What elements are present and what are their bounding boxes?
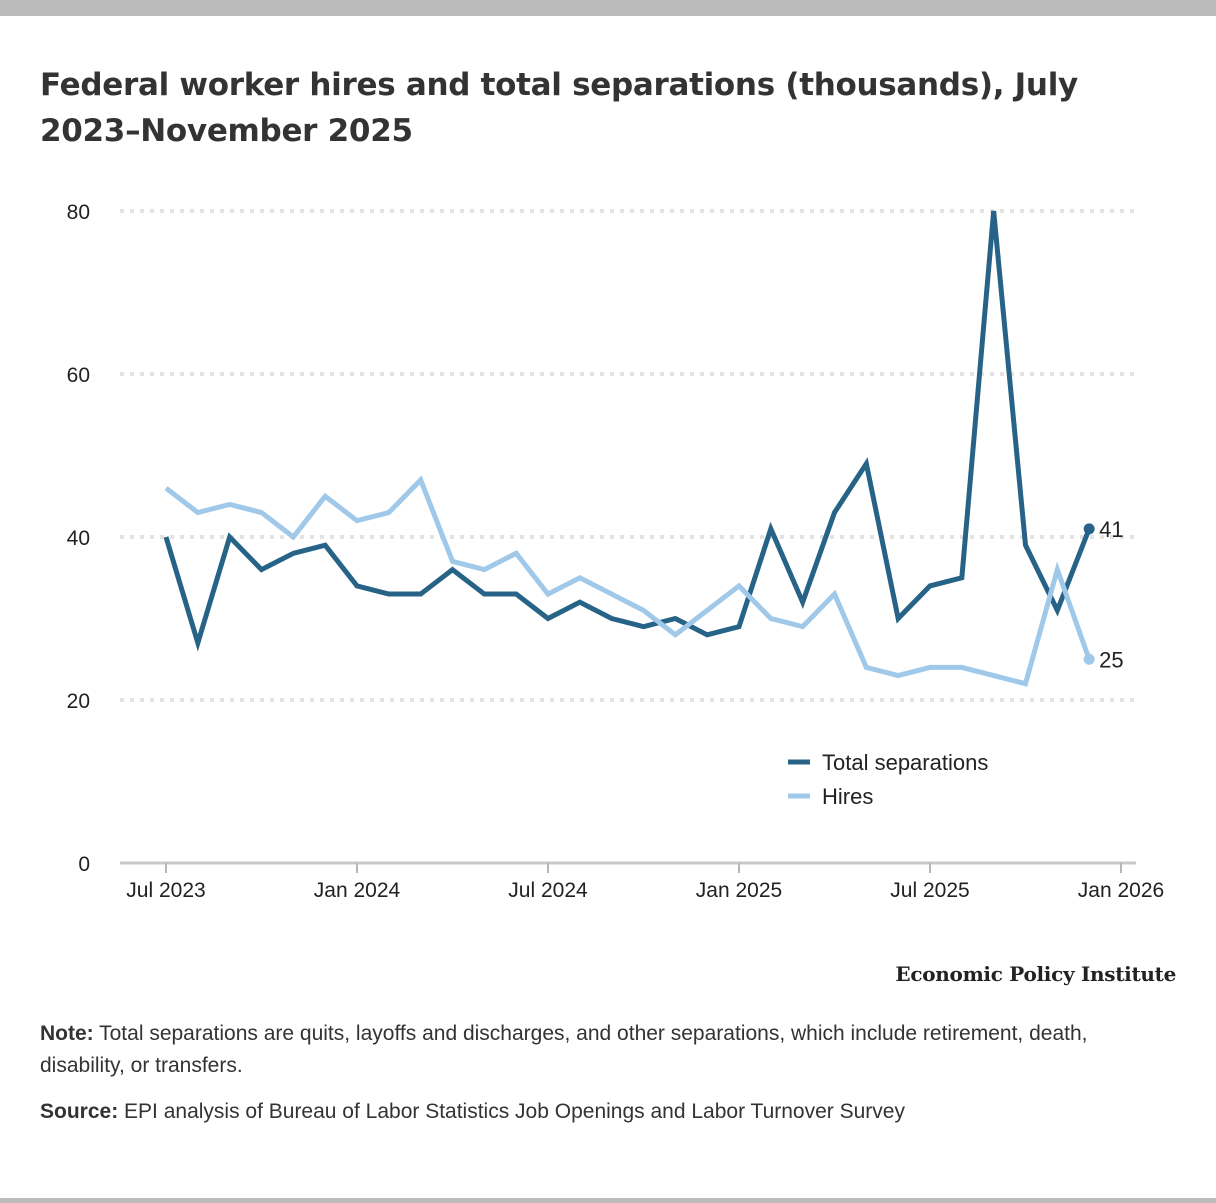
bottom-border [0, 1198, 1216, 1203]
note-lead: Note: [40, 1022, 94, 1045]
hires-end-marker [1083, 653, 1095, 665]
x-tick-label: Jul 2025 [890, 879, 969, 902]
x-tick-label: Jul 2024 [508, 879, 588, 902]
line-chart: 0 20 40 60 80 Jul 2023 Jan 2024 Jul 2024 Jan 20… [67, 201, 1165, 902]
x-tick-label: Jan 2026 [1078, 879, 1164, 902]
y-axis: 0 20 40 60 80 [67, 201, 90, 876]
brand-logo: Economic Policy Institute [895, 962, 1176, 986]
top-border [0, 0, 1216, 16]
y-tick-label: 60 [67, 364, 90, 387]
x-axis: Jul 2023 Jan 2024 Jul 2024 Jan 2025 Jul 2025… [120, 861, 1164, 902]
hires-line [164, 475, 1092, 687]
x-tick-label: Jan 2024 [314, 879, 401, 902]
source-text: EPI analysis of Bureau of Labor Statisti… [118, 1100, 905, 1123]
y-tick-label: 80 [67, 201, 90, 224]
legend-label-hires: Hires [822, 784, 873, 809]
gridlines [120, 209, 1136, 702]
legend: Total separations Hires [788, 750, 988, 809]
source: Source: EPI analysis of Bureau of Labor … [40, 1096, 1160, 1128]
total-separations-end-marker [1083, 523, 1095, 535]
source-lead: Source: [40, 1100, 119, 1123]
y-tick-label: 0 [78, 853, 90, 876]
note-text: Total separations are quits, layoffs and… [40, 1022, 1088, 1077]
chart-title: Federal worker hires and total separatio… [40, 67, 1078, 149]
series-lines: 41 25 [163, 210, 1124, 687]
total-separations-end-label: 41 [1099, 517, 1123, 542]
note: Note: Total separations are quits, layof… [40, 1018, 1160, 1082]
x-tick-label: Jan 2025 [696, 879, 782, 902]
x-tick-label: Jul 2023 [126, 879, 205, 902]
y-tick-label: 20 [67, 690, 90, 713]
legend-label-total-separations: Total separations [822, 750, 988, 775]
total-separations-line [163, 210, 1092, 652]
hires-end-label: 25 [1099, 647, 1123, 672]
y-tick-label: 40 [67, 527, 90, 550]
